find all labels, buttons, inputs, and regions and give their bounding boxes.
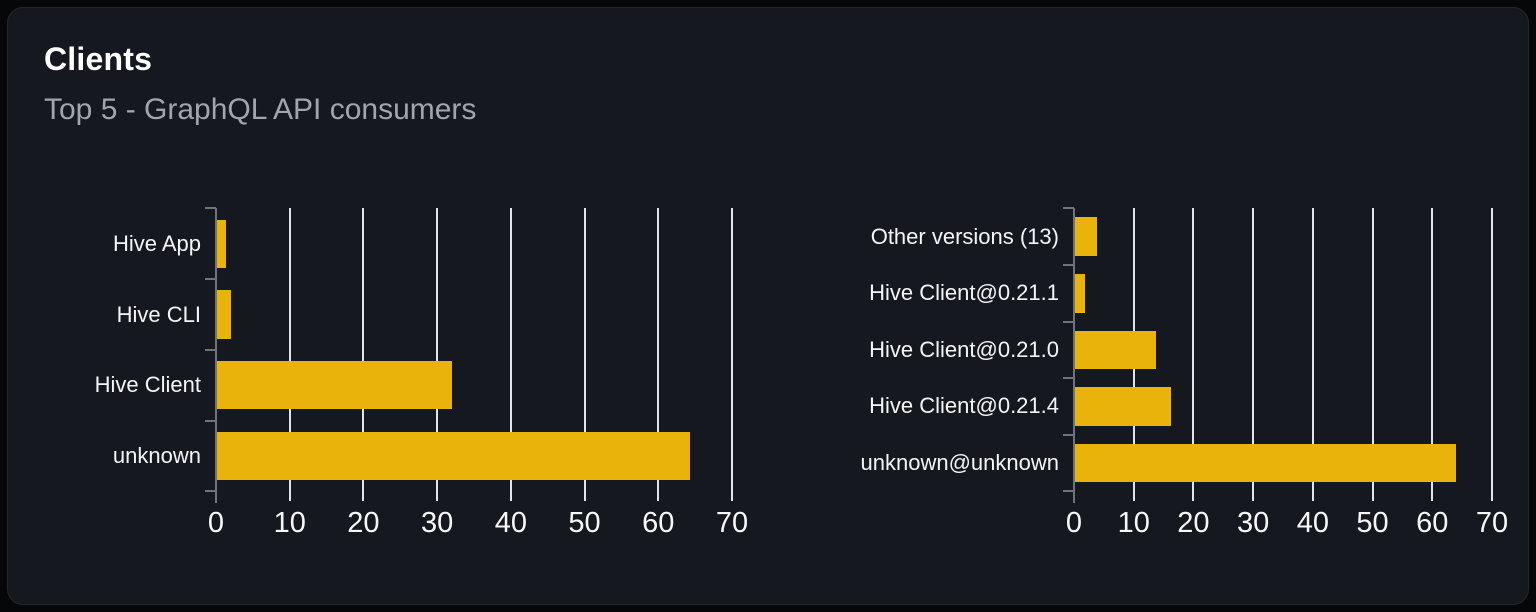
- plot-area: 0 10 20 30 40 50 60 70: [1063, 207, 1508, 539]
- x-tick-label: 40: [1296, 507, 1329, 540]
- category-label: Other versions (13): [870, 223, 1059, 249]
- gridline: [1192, 208, 1195, 502]
- gridline: [1311, 208, 1314, 502]
- x-tick-label: 70: [715, 507, 749, 540]
- gridline: [362, 208, 365, 502]
- x-tick-label: 50: [568, 507, 601, 540]
- bar[interactable]: [1074, 443, 1457, 483]
- gridline: [436, 208, 439, 502]
- bar[interactable]: [1074, 217, 1097, 256]
- y-axis-tick: [1063, 263, 1074, 266]
- x-tick-label: 10: [1117, 507, 1150, 540]
- y-axis-line: [1073, 208, 1075, 492]
- x-tick-label: 70: [1475, 507, 1509, 540]
- y-axis-tick: [1063, 320, 1074, 323]
- gridline: [583, 208, 586, 502]
- bar[interactable]: [1074, 387, 1172, 426]
- gridline: [288, 208, 291, 502]
- gridline: [657, 208, 660, 502]
- plot-area: 0 10 20 30 40 50 60 70: [205, 207, 748, 539]
- bar[interactable]: [216, 431, 690, 481]
- y-axis-tick: [205, 207, 216, 210]
- x-tick-label: 40: [494, 507, 527, 540]
- category-label: Hive CLI: [116, 301, 201, 327]
- x-tick-label: 0: [1065, 507, 1083, 540]
- y-axis-tick: [1063, 207, 1074, 210]
- x-tick-label: 30: [421, 507, 454, 540]
- x-tick-label: 20: [347, 507, 380, 540]
- gridline: [1252, 208, 1255, 502]
- category-label: Hive Client: [94, 372, 201, 398]
- clients-by-name-chart: Hive App Hive CLI Hive Client unknown 0 10 20…: [44, 207, 748, 539]
- y-axis-category-labels: Hive App Hive CLI Hive Client unknown: [44, 208, 216, 491]
- card-title: Clients: [44, 41, 153, 77]
- gridline: [731, 208, 733, 502]
- y-axis-tick: [205, 490, 216, 493]
- y-axis-tick: [205, 348, 216, 351]
- x-tick-label: 60: [1416, 507, 1449, 540]
- x-tick-label: 0: [207, 507, 225, 540]
- y-axis-tick: [1063, 377, 1074, 380]
- x-axis-origin-tick: [215, 491, 217, 504]
- x-tick-label: 50: [1356, 507, 1389, 540]
- category-label: unknown@unknown: [860, 450, 1059, 476]
- y-axis-tick: [1063, 490, 1074, 493]
- category-label: Hive App: [112, 230, 201, 256]
- bar[interactable]: [1074, 274, 1085, 313]
- y-axis-tick: [1063, 433, 1074, 436]
- category-label: Hive Client@0.21.0: [869, 336, 1059, 362]
- y-axis-category-labels: Other versions (13) Hive Client@0.21.1 Hiv…: [768, 208, 1074, 491]
- gridline: [1371, 208, 1374, 502]
- gridline: [1431, 208, 1434, 502]
- y-axis-line: [215, 208, 217, 492]
- clients-by-version-chart: Other versions (13) Hive Client@0.21.1 Hiv…: [768, 207, 1508, 539]
- category-label: Hive Client@0.21.1: [869, 280, 1059, 306]
- bar[interactable]: [216, 219, 226, 268]
- category-label: unknown: [112, 443, 201, 469]
- bar[interactable]: [216, 290, 231, 339]
- y-axis-tick: [205, 419, 216, 422]
- clients-card: Clients Top 5 - GraphQL API consumers Hi…: [7, 7, 1529, 605]
- gridline: [509, 208, 512, 502]
- y-axis-tick: [205, 278, 216, 281]
- x-tick-label: 10: [273, 507, 306, 540]
- bar[interactable]: [216, 361, 452, 410]
- x-tick-label: 20: [1177, 507, 1210, 540]
- category-label: Hive Client@0.21.4: [869, 393, 1059, 419]
- x-axis-origin-tick: [1073, 491, 1075, 504]
- gridline: [1491, 208, 1493, 502]
- charts-row: Hive App Hive CLI Hive Client unknown 0 10 20…: [44, 207, 1508, 539]
- bar[interactable]: [1074, 330, 1156, 370]
- x-tick-label: 60: [642, 507, 675, 540]
- x-tick-label: 30: [1237, 507, 1270, 540]
- card-subtitle: Top 5 - GraphQL API consumers: [44, 93, 477, 127]
